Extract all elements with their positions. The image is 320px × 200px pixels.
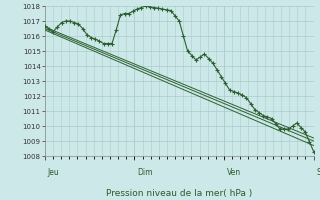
Text: Jeu: Jeu — [47, 168, 59, 177]
Text: Dim: Dim — [137, 168, 152, 177]
Text: Pression niveau de la mer( hPa ): Pression niveau de la mer( hPa ) — [106, 189, 252, 198]
Text: Ven: Ven — [227, 168, 241, 177]
Text: Sam: Sam — [316, 168, 320, 177]
